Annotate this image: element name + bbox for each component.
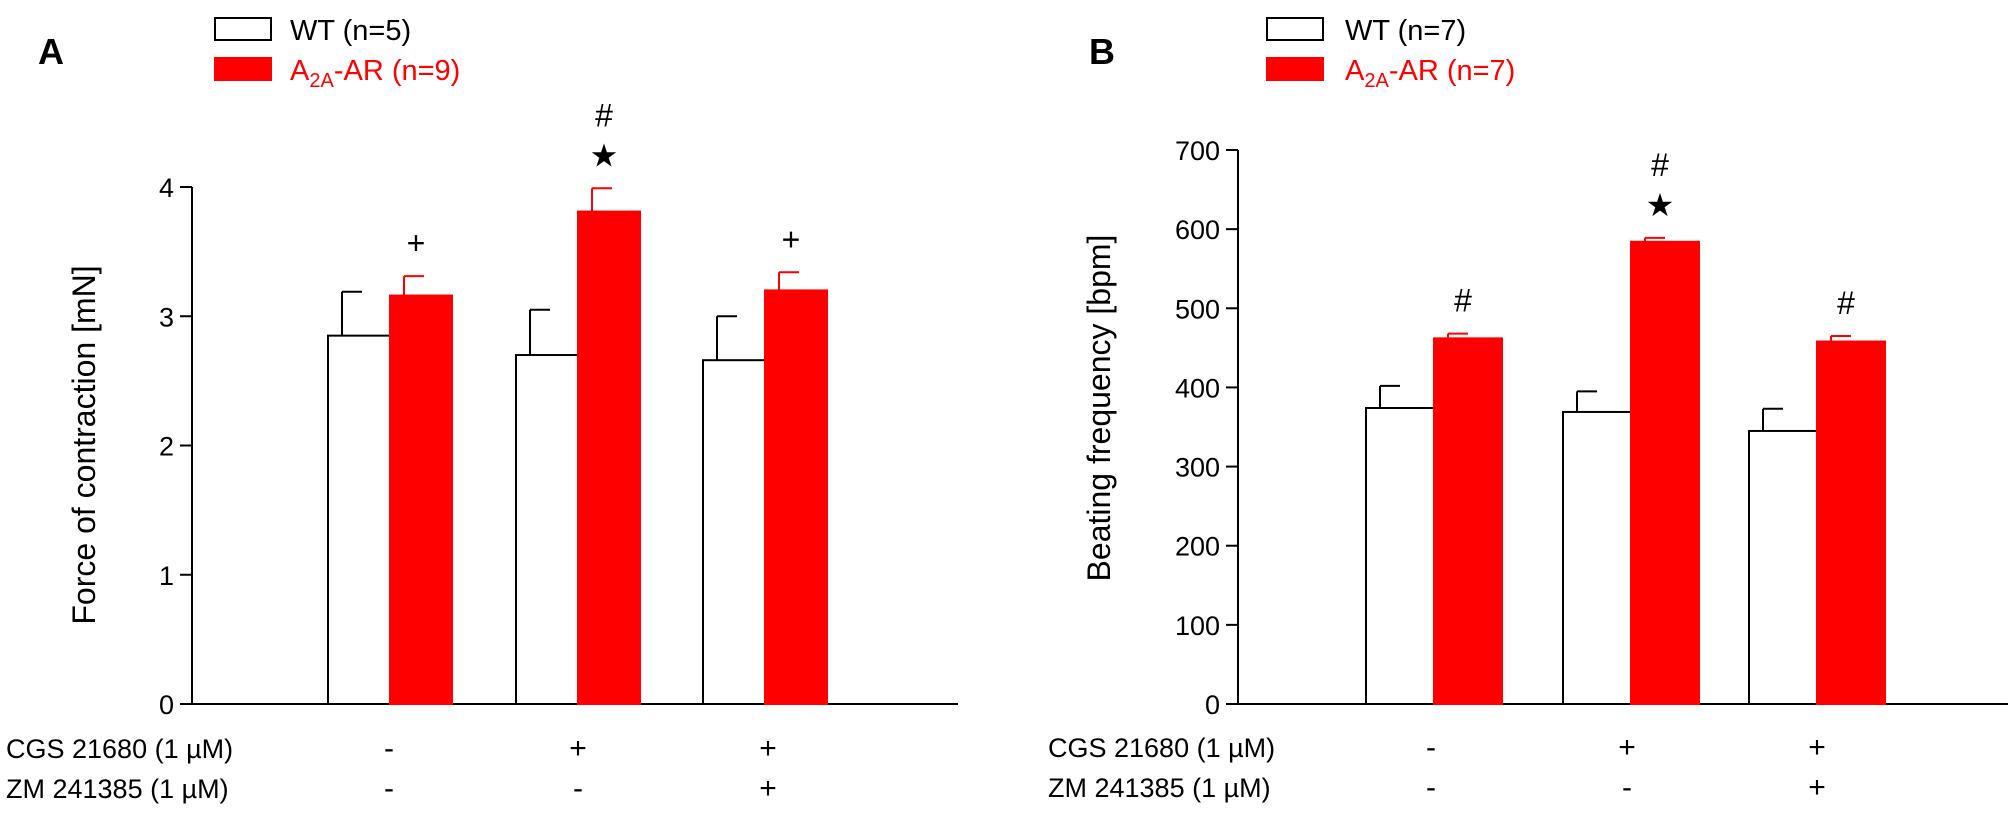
condition-label: ZM 241385 (1 µM): [1048, 773, 1271, 803]
bar-a2a: [577, 210, 641, 705]
zm-sign: -: [384, 772, 394, 805]
condition-label: ZM 241385 (1 µM): [6, 774, 229, 804]
bar-wt: [1562, 410, 1632, 705]
legend-swatch-wt: [214, 17, 272, 41]
y-tick-label: 0: [159, 690, 174, 720]
bar-wt: [1365, 407, 1435, 705]
significance-hash: #: [595, 97, 613, 133]
significance-plus: +: [407, 225, 426, 261]
significance-hash: #: [1651, 147, 1669, 183]
significance-hash: #: [1837, 285, 1855, 321]
legend-swatch-a2a: [214, 57, 272, 81]
y-tick-label: 200: [1175, 532, 1220, 562]
legend-label-wt: WT (n=5): [290, 15, 411, 47]
y-tick-label: 0: [1205, 690, 1220, 720]
y-tick-label: 500: [1175, 294, 1220, 324]
zm-sign: +: [759, 772, 777, 805]
y-tick-label: 700: [1175, 136, 1220, 166]
cgs-sign: -: [1426, 731, 1436, 764]
legend-label-a2a: A2A-AR (n=7): [1345, 55, 1515, 92]
cgs-sign: +: [569, 732, 587, 765]
y-tick-label: 400: [1175, 373, 1220, 403]
legend-swatch-a2a: [1266, 57, 1324, 81]
bar-a2a: [1433, 337, 1503, 705]
significance-plus: +: [782, 221, 801, 257]
zm-sign: -: [1426, 771, 1436, 804]
zm-sign: +: [1808, 771, 1826, 804]
bar-a2a: [389, 294, 453, 705]
bar-wt: [702, 359, 766, 705]
y-tick-label: 1: [159, 561, 174, 591]
zm-sign: -: [573, 772, 583, 805]
bar-a2a: [1816, 340, 1886, 705]
panel-a: A WT (n=5) A2A-AR (n=9) 0 1 2 3 4 Force of contr…: [6, 15, 958, 805]
cgs-sign: -: [384, 732, 394, 765]
legend-label-a2a: A2A-AR (n=9): [290, 55, 460, 92]
bar-wt: [515, 354, 579, 705]
y-tick-label: 2: [159, 432, 174, 462]
bar-wt: [327, 334, 391, 705]
condition-label: CGS 21680 (1 µM): [6, 734, 233, 764]
y-tick-label: 600: [1175, 215, 1220, 245]
significance-star: ★: [590, 137, 619, 173]
bar-wt: [1748, 429, 1818, 705]
bar-a2a: [1630, 240, 1700, 705]
legend-swatch-wt: [1266, 17, 1324, 41]
bar-a2a: [764, 289, 828, 705]
cgs-sign: +: [1618, 731, 1636, 764]
significance-hash: #: [1454, 283, 1472, 319]
panel-label: B: [1089, 31, 1115, 72]
legend-label-wt: WT (n=7): [1345, 15, 1466, 47]
y-axis-label: Beating frequency [bpm]: [1081, 235, 1117, 582]
panel-label: A: [38, 31, 64, 72]
panel-b: B WT (n=7) A2A-AR (n=7) 0 100 200 300 400 500 600…: [1048, 15, 2008, 804]
cgs-sign: +: [1808, 731, 1826, 764]
y-axis-label: Force of contraction [mN]: [66, 265, 102, 624]
zm-sign: -: [1622, 771, 1632, 804]
y-tick-label: 100: [1175, 611, 1220, 641]
y-tick-label: 3: [159, 302, 174, 332]
y-tick-label: 300: [1175, 453, 1220, 483]
significance-star: ★: [1646, 187, 1675, 223]
cgs-sign: +: [759, 732, 777, 765]
condition-label: CGS 21680 (1 µM): [1048, 733, 1275, 763]
y-tick-label: 4: [159, 173, 174, 203]
